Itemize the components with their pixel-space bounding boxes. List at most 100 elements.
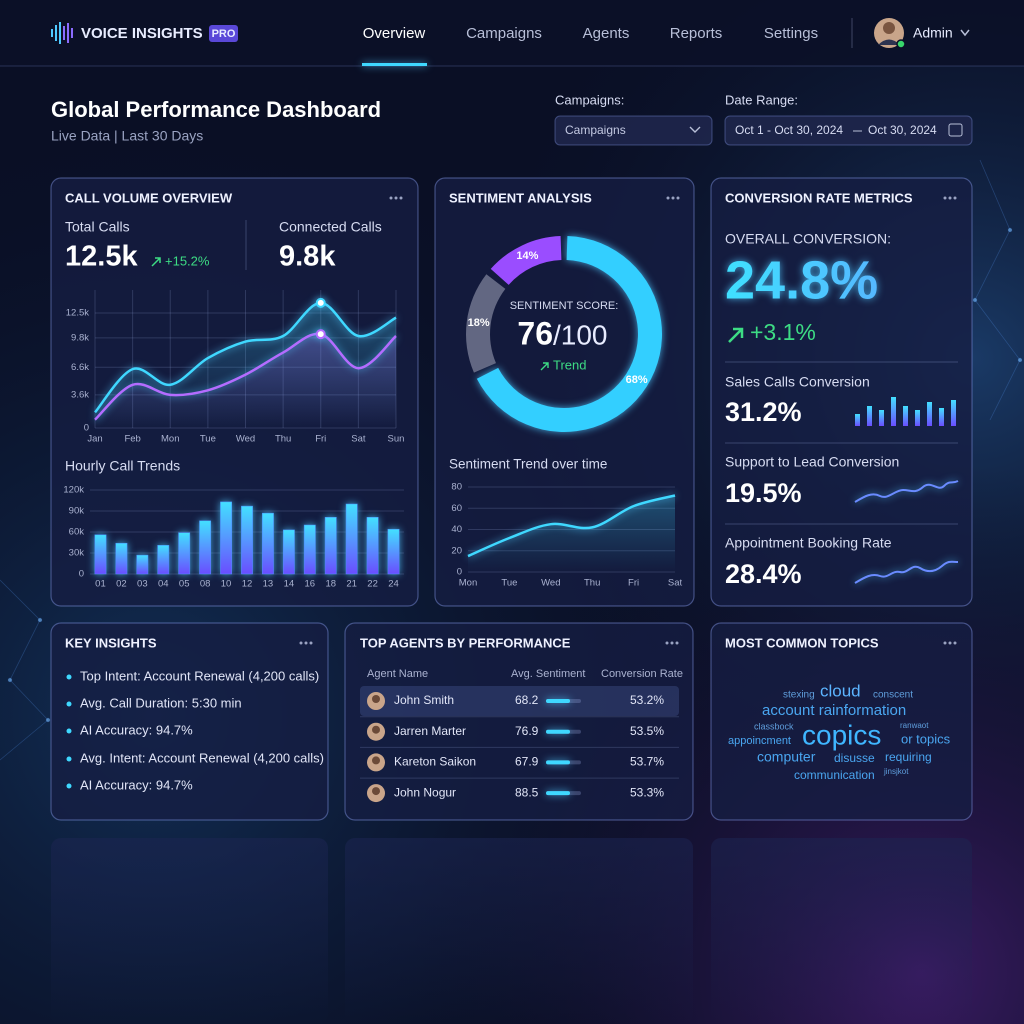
topic-word: copics	[802, 719, 881, 750]
card-title: KEY INSIGHTS	[65, 635, 157, 650]
reflection	[711, 838, 972, 1024]
insight-item: Top Intent: Account Renewal (4,200 calls…	[80, 668, 319, 683]
metric-sparkline	[854, 560, 959, 584]
topic-word: ranwaot	[900, 721, 929, 730]
x-tick-label: Sun	[388, 434, 405, 445]
y-tick-label: 12.5k	[66, 308, 89, 319]
x-tick-label: 21	[346, 579, 357, 590]
agent-conversion: 53.5%	[630, 724, 664, 738]
agent-conversion: 53.7%	[630, 755, 664, 769]
bar	[136, 554, 149, 575]
insight-item: Avg. Call Duration: 5:30 min	[80, 695, 242, 710]
y-tick-label: 80	[451, 482, 462, 493]
avatar-detail	[372, 695, 380, 703]
donut-label: 68%	[626, 374, 648, 386]
y-tick-label: 20	[451, 545, 462, 556]
campaign-select[interactable]	[554, 115, 713, 146]
x-tick-label: Thu	[584, 578, 600, 589]
column-header: Agent Name	[367, 668, 428, 680]
y-tick-label: 40	[451, 524, 462, 535]
nav-tab[interactable]: Campaigns	[466, 25, 542, 42]
x-tick-label: 12	[242, 579, 253, 590]
insight-item: Avg. Intent: Account Renewal (4,200 call…	[80, 750, 324, 765]
sentiment-bar	[546, 729, 570, 734]
agent-sentiment: 76.9	[515, 724, 539, 738]
date-to[interactable]: Oct 30, 2024	[868, 123, 937, 137]
x-tick-label: 08	[200, 579, 211, 590]
metric-label: Appointment Booking Rate	[725, 535, 892, 551]
agent-name: John Smith	[394, 693, 454, 707]
nav-tab[interactable]: Settings	[764, 25, 818, 42]
topic-word: cloud	[820, 681, 861, 700]
agent-sentiment: 88.5	[515, 785, 539, 799]
x-tick-label: Feb	[124, 434, 140, 445]
campaign-select-value[interactable]: Campaigns	[565, 123, 626, 137]
network-decoration	[0, 159, 1023, 761]
agent-sentiment: 67.9	[515, 755, 539, 769]
x-tick-label: 02	[116, 579, 127, 590]
y-tick-label: 90k	[69, 506, 85, 517]
series-area	[468, 495, 675, 572]
y-tick-label: 60	[451, 503, 462, 514]
user-name[interactable]: Admin	[913, 25, 953, 41]
page-subtitle: Live Data | Last 30 Days	[51, 128, 203, 144]
series-line	[94, 332, 397, 421]
bar	[366, 517, 379, 575]
insight-item: AI Accuracy: 94.7%	[80, 722, 193, 737]
donut-segment	[465, 274, 506, 373]
bar	[115, 542, 128, 575]
metric-value: 31.2%	[725, 397, 802, 427]
topic-word: jinsjkot	[883, 767, 909, 776]
x-tick-label: 03	[137, 579, 148, 590]
agent-sentiment: 68.2	[515, 693, 539, 707]
score-value: 76	[517, 315, 553, 351]
brand-badge-text: PRO	[212, 28, 236, 40]
bar	[324, 517, 337, 575]
row-highlight	[360, 686, 679, 716]
sentiment-bar	[546, 760, 570, 765]
highlight-point	[315, 297, 326, 308]
nav-tab[interactable]: Reports	[670, 25, 723, 42]
nav-tab[interactable]: Agents	[583, 25, 630, 42]
card-menu-icons[interactable]	[299, 196, 957, 645]
topic-word: appoincment	[728, 735, 791, 747]
x-tick-label: 13	[263, 579, 274, 590]
avatar-detail	[883, 22, 895, 34]
kpi-label: Total Calls	[65, 219, 130, 235]
nav-tab[interactable]: Overview	[363, 25, 426, 42]
x-tick-label: 04	[158, 579, 169, 590]
x-tick-label: Thu	[275, 434, 291, 445]
y-tick-label: 6.6k	[71, 362, 89, 373]
card	[710, 622, 973, 821]
metric-label: Support to Lead Conversion	[725, 454, 899, 470]
date-range-picker[interactable]	[724, 115, 973, 146]
kpi-label: OVERALL CONVERSION:	[725, 231, 891, 247]
x-tick-label: 16	[305, 579, 316, 590]
topic-word: account rainformation	[762, 702, 906, 719]
donut-segment	[490, 236, 562, 285]
agent-conversion: 53.2%	[630, 693, 664, 707]
x-tick-label: Fri	[628, 578, 639, 589]
topic-word: or topics	[901, 731, 951, 746]
agent-name: Kareton Saikon	[394, 755, 476, 769]
y-tick-label: 3.6k	[71, 389, 89, 400]
date-from[interactable]: Oct 1 - Oct 30, 2024	[735, 123, 843, 137]
agent-table: John Smith 68.2 53.2% Jarren Marter 76.9 53.5…	[360, 686, 679, 803]
bar	[262, 512, 274, 575]
reflection	[51, 838, 328, 1024]
metric-label: Sales Calls Conversion	[725, 374, 870, 390]
y-tick-label: 30k	[69, 548, 85, 559]
x-tick-label: 18	[325, 579, 336, 590]
sentiment-bar	[546, 791, 570, 796]
page-title: Global Performance Dashboard	[51, 97, 381, 122]
x-tick-label: Mon	[161, 434, 179, 445]
calendar-icon	[948, 123, 963, 137]
card-title: CONVERSION RATE METRICS	[725, 190, 913, 205]
kpi-value: 9.8k	[279, 241, 336, 273]
y-tick-label: 0	[79, 569, 84, 580]
user-menu-chevron[interactable]	[960, 29, 970, 37]
brand-name: VOICE INSIGHTS	[81, 25, 203, 42]
y-tick-label: 0	[457, 567, 462, 578]
topic-word: computer	[757, 749, 816, 765]
donut-label: 18%	[468, 317, 490, 329]
